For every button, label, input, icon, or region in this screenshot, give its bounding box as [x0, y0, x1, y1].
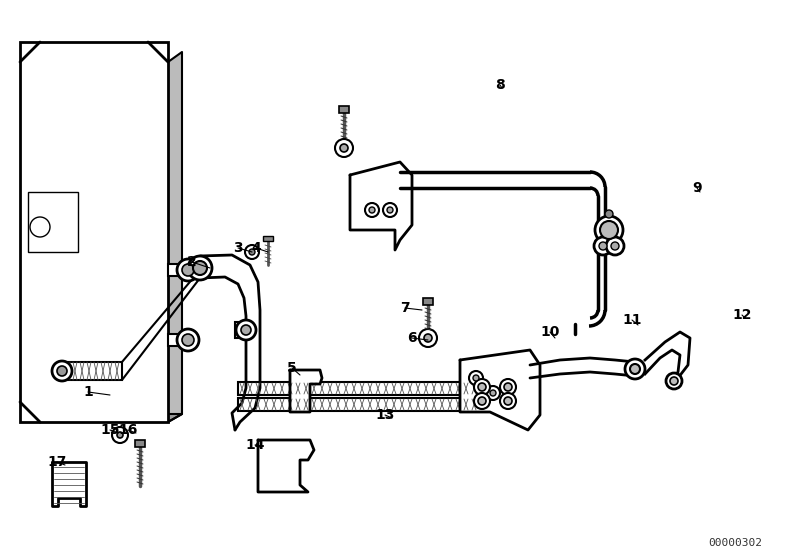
Circle shape: [504, 383, 512, 391]
Text: 17: 17: [47, 455, 66, 469]
Circle shape: [478, 383, 486, 391]
Circle shape: [369, 207, 375, 213]
Circle shape: [241, 325, 251, 335]
Text: 2: 2: [187, 255, 197, 269]
Polygon shape: [200, 255, 260, 430]
Circle shape: [474, 393, 490, 409]
Circle shape: [600, 221, 618, 239]
Circle shape: [193, 261, 207, 275]
Bar: [238, 398, 480, 411]
Circle shape: [594, 237, 612, 255]
Text: 16: 16: [118, 423, 137, 437]
Bar: [20, 42, 168, 422]
Circle shape: [504, 397, 512, 405]
Circle shape: [500, 379, 516, 395]
Circle shape: [112, 427, 128, 443]
Circle shape: [177, 329, 199, 351]
Text: 14: 14: [245, 438, 264, 452]
Text: 3: 3: [233, 241, 243, 255]
Circle shape: [52, 361, 72, 381]
Circle shape: [117, 432, 123, 438]
Circle shape: [182, 334, 194, 346]
Polygon shape: [460, 350, 540, 430]
Circle shape: [30, 217, 50, 237]
Bar: [135, 440, 145, 447]
Circle shape: [387, 207, 393, 213]
Circle shape: [383, 203, 397, 217]
Bar: [263, 236, 273, 241]
Text: 8: 8: [495, 78, 505, 92]
Circle shape: [625, 359, 645, 379]
Circle shape: [670, 377, 678, 385]
Text: 10: 10: [540, 325, 559, 339]
Polygon shape: [40, 414, 182, 422]
Circle shape: [424, 334, 432, 342]
Circle shape: [478, 397, 486, 405]
Circle shape: [419, 329, 437, 347]
Bar: [339, 106, 349, 113]
Polygon shape: [258, 440, 314, 492]
Circle shape: [611, 242, 619, 250]
Text: 15: 15: [100, 423, 120, 437]
Text: 12: 12: [732, 308, 752, 322]
Bar: [168, 264, 188, 276]
Circle shape: [474, 379, 490, 395]
Text: 13: 13: [376, 408, 395, 422]
Circle shape: [599, 242, 607, 250]
Text: 1: 1: [83, 385, 93, 399]
Polygon shape: [52, 462, 86, 506]
Circle shape: [236, 320, 256, 340]
Polygon shape: [645, 332, 690, 382]
Circle shape: [365, 203, 379, 217]
Circle shape: [57, 366, 67, 376]
Text: 7: 7: [400, 301, 410, 315]
Circle shape: [473, 375, 479, 381]
Text: 9: 9: [692, 181, 702, 195]
Text: 11: 11: [622, 313, 642, 327]
Polygon shape: [350, 162, 412, 250]
Bar: [235, 322, 246, 338]
Bar: [168, 334, 188, 346]
Bar: [238, 382, 480, 395]
Bar: [198, 260, 200, 276]
Circle shape: [605, 210, 613, 218]
Text: 4: 4: [251, 241, 261, 255]
Bar: [28, 192, 78, 252]
Circle shape: [249, 249, 255, 255]
Text: 5: 5: [287, 361, 297, 375]
Circle shape: [469, 371, 483, 385]
Circle shape: [177, 259, 199, 281]
Circle shape: [245, 245, 259, 259]
Bar: [423, 298, 433, 305]
Text: 00000302: 00000302: [708, 538, 762, 548]
Circle shape: [182, 264, 194, 276]
Circle shape: [630, 364, 640, 374]
Circle shape: [490, 390, 496, 396]
Circle shape: [595, 216, 623, 244]
Circle shape: [340, 144, 348, 152]
Polygon shape: [290, 370, 322, 412]
Bar: [62, 362, 122, 380]
Circle shape: [486, 386, 500, 400]
Circle shape: [500, 393, 516, 409]
Circle shape: [666, 373, 682, 389]
Circle shape: [188, 256, 212, 280]
Circle shape: [606, 237, 624, 255]
Polygon shape: [168, 52, 182, 422]
Text: 6: 6: [407, 331, 417, 345]
Circle shape: [335, 139, 353, 157]
